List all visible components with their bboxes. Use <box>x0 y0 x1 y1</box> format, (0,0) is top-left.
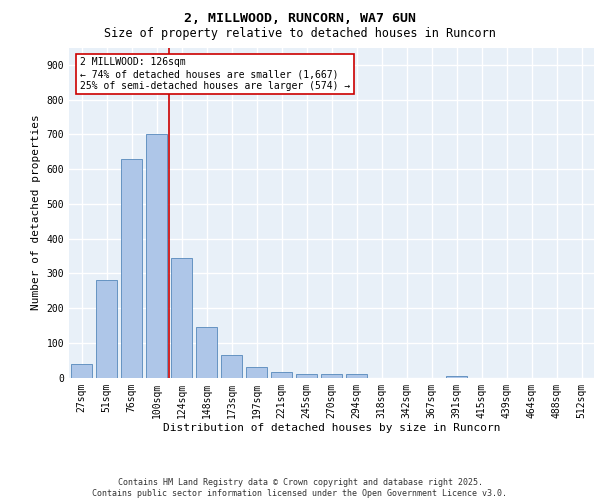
Text: 2, MILLWOOD, RUNCORN, WA7 6UN: 2, MILLWOOD, RUNCORN, WA7 6UN <box>184 12 416 26</box>
Bar <box>71 364 92 378</box>
Text: Size of property relative to detached houses in Runcorn: Size of property relative to detached ho… <box>104 28 496 40</box>
Bar <box>121 158 142 378</box>
Bar <box>171 258 192 378</box>
Bar <box>296 374 317 378</box>
Bar <box>446 376 467 378</box>
X-axis label: Distribution of detached houses by size in Runcorn: Distribution of detached houses by size … <box>163 423 500 433</box>
Bar <box>221 355 242 378</box>
Y-axis label: Number of detached properties: Number of detached properties <box>31 114 41 310</box>
Text: 2 MILLWOOD: 126sqm
← 74% of detached houses are smaller (1,667)
25% of semi-deta: 2 MILLWOOD: 126sqm ← 74% of detached hou… <box>79 58 350 90</box>
Bar <box>271 372 292 378</box>
Bar <box>246 367 267 378</box>
Bar <box>321 374 342 378</box>
Text: Contains HM Land Registry data © Crown copyright and database right 2025.
Contai: Contains HM Land Registry data © Crown c… <box>92 478 508 498</box>
Bar <box>196 327 217 378</box>
Bar <box>146 134 167 378</box>
Bar <box>346 374 367 378</box>
Bar <box>96 280 117 378</box>
